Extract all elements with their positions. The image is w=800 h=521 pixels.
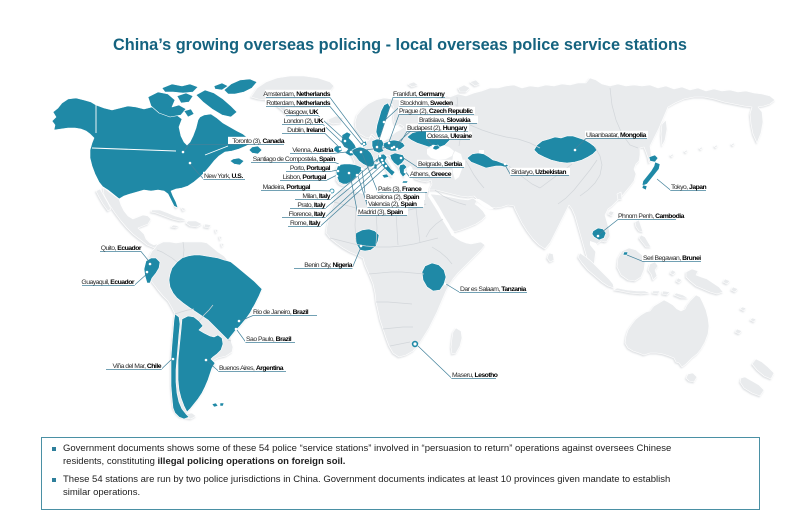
svg-text:Toronto (3), Canada: Toronto (3), Canada xyxy=(232,138,284,145)
svg-text:Guayaquil, Ecuador: Guayaquil, Ecuador xyxy=(81,279,134,286)
svg-text:Amsterdam, Netherlands: Amsterdam, Netherlands xyxy=(263,91,331,98)
svg-text:Madrid (3), Spain: Madrid (3), Spain xyxy=(358,209,403,216)
svg-text:Odessa, Ukraine: Odessa, Ukraine xyxy=(427,133,472,140)
svg-text:Maseru, Lesotho: Maseru, Lesotho xyxy=(452,372,498,379)
svg-text:Viña del Mar, Chile: Viña del Mar, Chile xyxy=(112,363,161,370)
svg-text:Stockholm, Sweden: Stockholm, Sweden xyxy=(400,100,453,107)
svg-text:Athens, Greece: Athens, Greece xyxy=(410,171,452,178)
svg-text:Florence, Italy: Florence, Italy xyxy=(289,211,326,218)
svg-text:Vienna, Austria: Vienna, Austria xyxy=(292,147,333,154)
svg-text:Rotterdam, Netherlands: Rotterdam, Netherlands xyxy=(266,100,331,107)
svg-text:Prague (2), Czech Republic: Prague (2), Czech Republic xyxy=(399,108,473,115)
svg-text:Frankfurt, Germany: Frankfurt, Germany xyxy=(393,91,445,98)
svg-text:Seri Begawan, Brunei: Seri Begawan, Brunei xyxy=(643,255,701,262)
svg-text:Quito, Ecuador: Quito, Ecuador xyxy=(101,245,142,252)
svg-text:Budapest (2), Hungary: Budapest (2), Hungary xyxy=(407,125,467,132)
svg-text:Buenos Aires, Argentina: Buenos Aires, Argentina xyxy=(219,365,284,372)
svg-text:Milan, Italy: Milan, Italy xyxy=(302,193,330,200)
svg-text:Tokyo, Japan: Tokyo, Japan xyxy=(671,184,707,191)
svg-text:Santiago de Compostela, Spain: Santiago de Compostela, Spain xyxy=(253,156,336,163)
svg-text:Bratislava, Slovakia: Bratislava, Slovakia xyxy=(419,117,471,124)
svg-text:Paris (3), France: Paris (3), France xyxy=(378,186,422,193)
svg-text:Belgrade, Serbia: Belgrade, Serbia xyxy=(418,161,462,168)
svg-text:Glasgow, UK: Glasgow, UK xyxy=(284,109,319,116)
svg-text:Rio de Janeiro, Brazil: Rio de Janeiro, Brazil xyxy=(253,309,309,316)
svg-text:Lisbon, Portugal: Lisbon, Portugal xyxy=(283,174,327,181)
svg-text:Barcelona (2), Spain: Barcelona (2), Spain xyxy=(366,194,419,201)
svg-text:Sao Paulo, Brazil: Sao Paulo, Brazil xyxy=(246,336,292,343)
svg-text:Madeira, Portugal: Madeira, Portugal xyxy=(263,184,311,191)
svg-text:Rome, Italy: Rome, Italy xyxy=(290,220,321,227)
svg-text:New York, U.S.: New York, U.S. xyxy=(204,173,243,180)
svg-text:Sirdaryo, Uzbekistan: Sirdaryo, Uzbekistan xyxy=(511,169,566,176)
svg-text:Valencia (2), Spain: Valencia (2), Spain xyxy=(368,201,417,208)
svg-text:Ulaanbaatar, Mongolia: Ulaanbaatar, Mongolia xyxy=(586,132,646,139)
svg-text:Dublin, Ireland: Dublin, Ireland xyxy=(287,127,325,134)
svg-text:Phnom Penh, Cambodia: Phnom Penh, Cambodia xyxy=(618,213,685,220)
svg-text:Prato, Italy: Prato, Italy xyxy=(297,202,325,209)
svg-text:Dar es Salaam, Tanzania: Dar es Salaam, Tanzania xyxy=(460,286,527,293)
svg-text:London (2), UK: London (2), UK xyxy=(284,118,324,125)
svg-text:Porto, Portugal: Porto, Portugal xyxy=(290,165,331,172)
svg-text:Benin City, Nigeria: Benin City, Nigeria xyxy=(304,262,353,269)
